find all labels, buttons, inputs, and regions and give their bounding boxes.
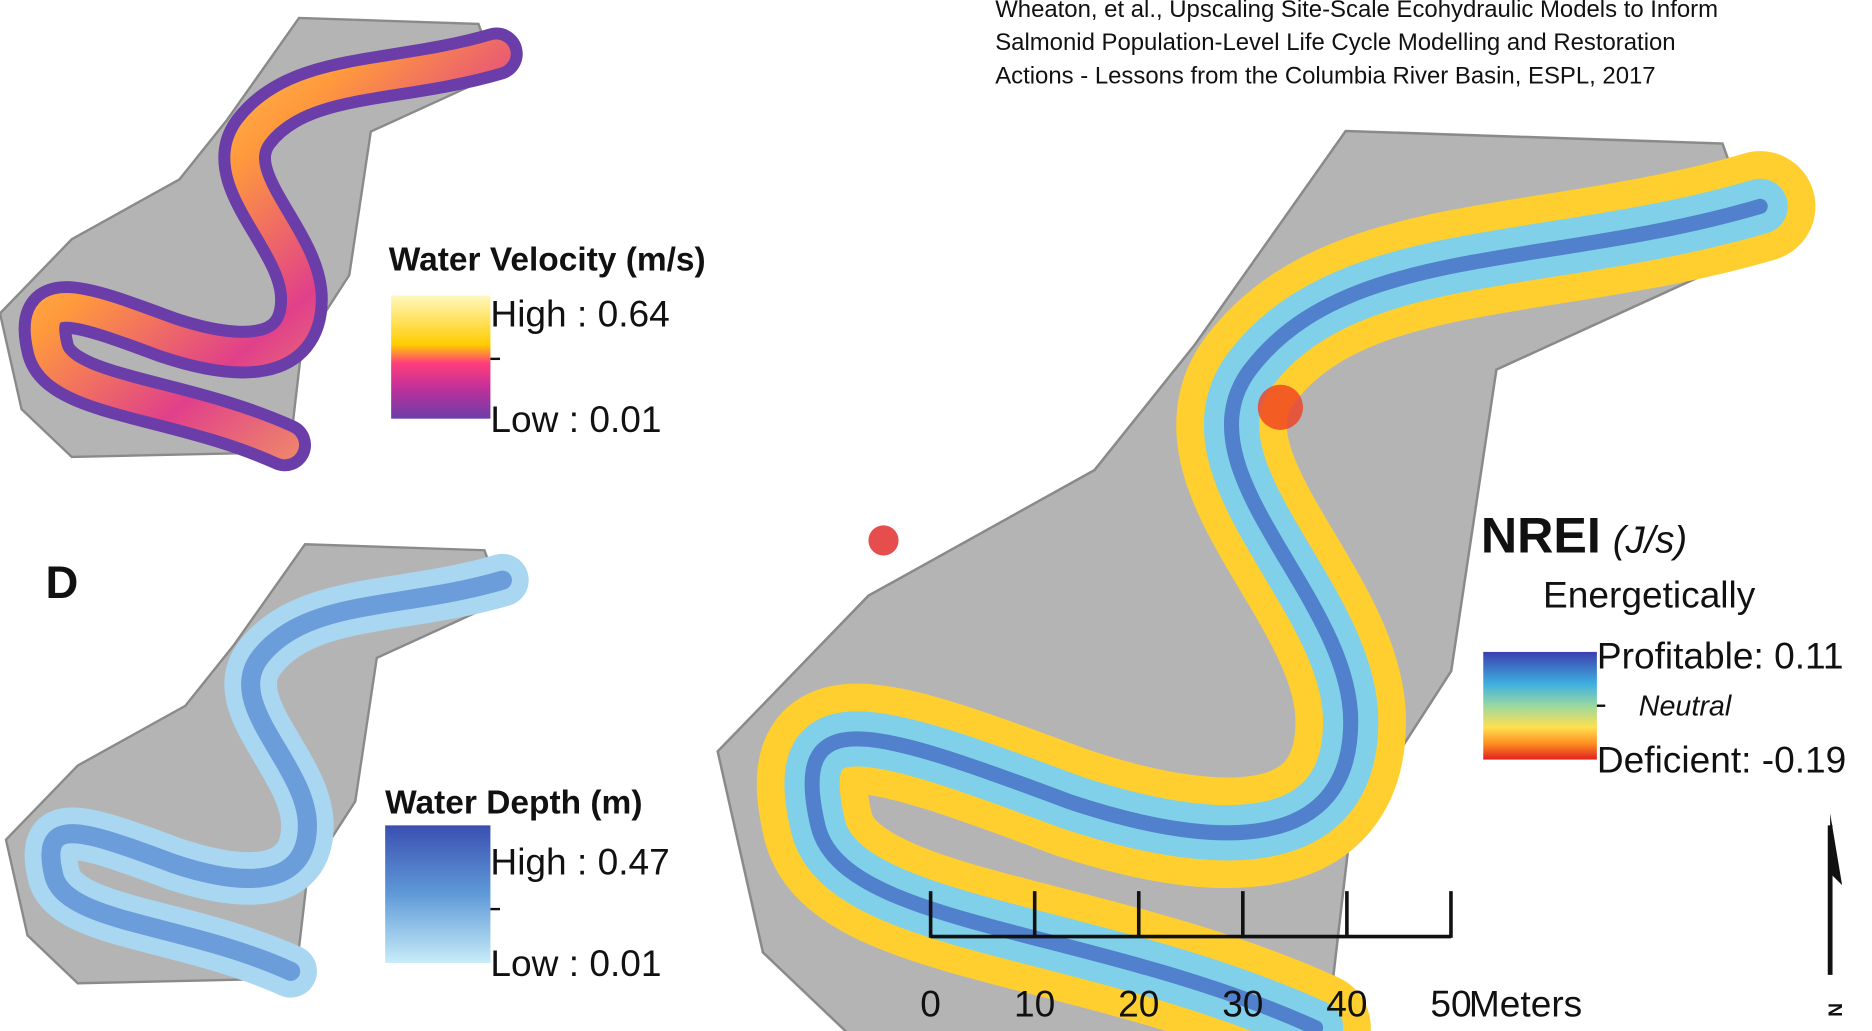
legend-title: Water Velocity (m/s) — [389, 241, 706, 278]
legend-low: Deficient: -0.19 — [1597, 739, 1846, 781]
legend-high: High : 0.47 — [490, 840, 669, 882]
scale-unit: Meters — [1469, 983, 1582, 1025]
legend-mid: Neutral — [1639, 690, 1733, 722]
legend-title: Water Depth (m) — [385, 784, 642, 821]
legend-high: Profitable: 0.11 — [1597, 635, 1844, 677]
panel-label: D — [45, 557, 78, 608]
scale-tick-label: 20 — [1118, 983, 1159, 1025]
color-ramp — [1483, 652, 1597, 760]
scale-tick-label: 0 — [920, 983, 941, 1025]
north-label: N — [1826, 1003, 1847, 1017]
legend-subtitle: Energetically — [1543, 574, 1756, 616]
figure: Wheaton, et al., Upscaling Site-Scale Ec… — [0, 0, 1872, 1031]
legend-unit: (J/s) — [1613, 519, 1687, 562]
legend-title: NREI (J/s) — [1481, 508, 1687, 564]
scale-tick-label: 40 — [1326, 983, 1367, 1025]
scale-tick-label: 50 — [1430, 983, 1471, 1025]
citation-line: Actions - Lessons from the Columbia Rive… — [995, 63, 1655, 90]
legend-title: NREI — [1481, 508, 1601, 564]
north-arrow: N — [1826, 813, 1847, 1016]
citation-line: Salmonid Population-Level Life Cycle Mod… — [995, 29, 1675, 56]
legend-high: High : 0.64 — [490, 293, 669, 335]
scale-tick-label: 30 — [1222, 983, 1263, 1025]
figure-content: Wheaton, et al., Upscaling Site-Scale Ec… — [0, 0, 1847, 1031]
color-ramp — [391, 295, 490, 418]
legend-low: Low : 0.01 — [490, 942, 661, 984]
legend-low: Low : 0.01 — [490, 398, 661, 440]
citation-line: Wheaton, et al., Upscaling Site-Scale Ec… — [995, 0, 1718, 23]
color-ramp — [385, 825, 490, 963]
scale-tick-label: 10 — [1014, 983, 1055, 1025]
